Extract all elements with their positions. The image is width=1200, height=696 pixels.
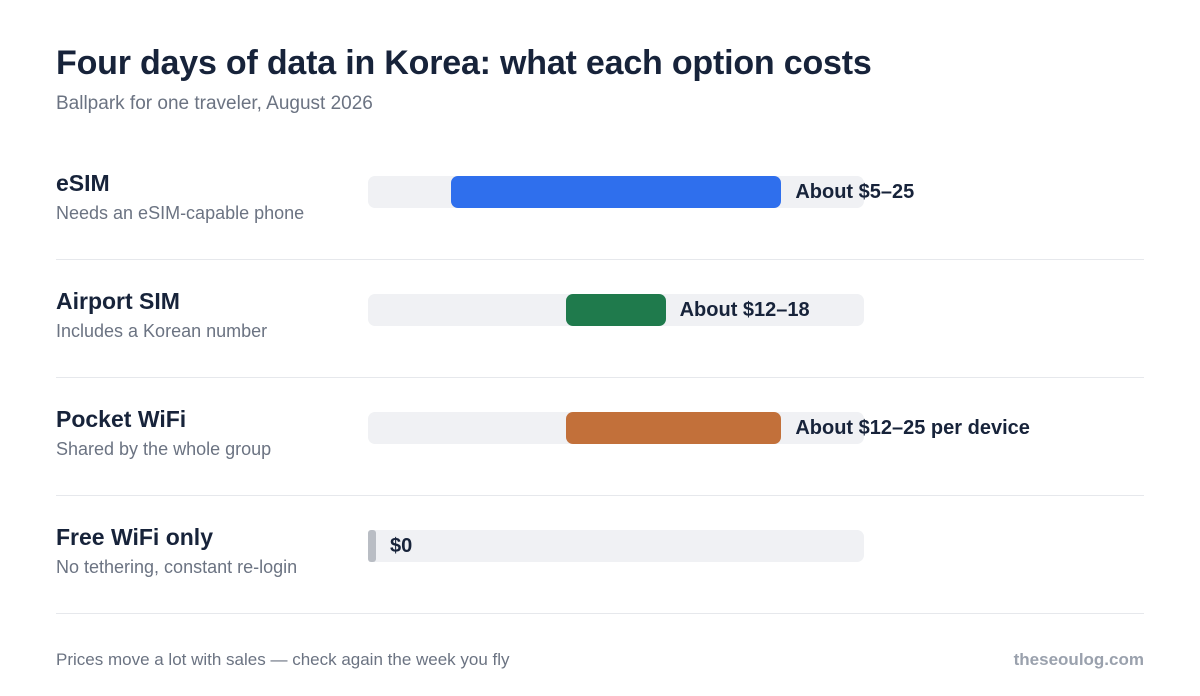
range-bar <box>566 294 666 326</box>
chart-row: Pocket WiFi Shared by the whole group Abou… <box>56 378 1144 496</box>
value-label: About $5–25 <box>795 181 915 203</box>
range-bar <box>368 530 376 562</box>
value-label: About $12–25 per device <box>795 417 1030 439</box>
chart-subtitle: Ballpark for one traveler, August 2026 <box>56 93 373 114</box>
row-note: Shared by the whole group <box>56 439 272 459</box>
chart-card: Four days of data in Korea: what each op… <box>56 0 1144 696</box>
footer-note: Prices move a lot with sales — check aga… <box>56 650 510 669</box>
value-label: $0 <box>390 535 413 557</box>
row-name: eSIM <box>56 170 110 196</box>
bar-track: About $12–25 per device <box>368 412 1030 444</box>
chart-rows: eSIM Needs an eSIM-capable phone About $5–… <box>56 142 1144 614</box>
footer-brand: theseoulog.com <box>1013 650 1144 669</box>
chart-row: Airport SIM Includes a Korean number About… <box>56 260 1144 378</box>
bar-track: $0 <box>368 530 864 562</box>
chart-title: Four days of data in Korea: what each op… <box>56 44 872 82</box>
range-bar <box>450 176 782 208</box>
row-name: Free WiFi only <box>56 524 213 550</box>
bar-track: About $5–25 <box>368 176 914 208</box>
chart-row: Free WiFi only No tethering, constant re-… <box>56 496 1144 614</box>
row-note: Needs an eSIM-capable phone <box>56 203 305 223</box>
chart-row: eSIM Needs an eSIM-capable phone About $5–… <box>56 142 1144 260</box>
bar-track: About $12–18 <box>368 294 864 326</box>
row-name: Airport SIM <box>56 288 180 314</box>
row-name: Pocket WiFi <box>56 406 187 432</box>
value-label: About $12–18 <box>679 299 810 321</box>
row-note: Includes a Korean number <box>56 321 268 341</box>
row-note: No tethering, constant re-login <box>56 557 298 577</box>
range-bar <box>566 412 782 444</box>
